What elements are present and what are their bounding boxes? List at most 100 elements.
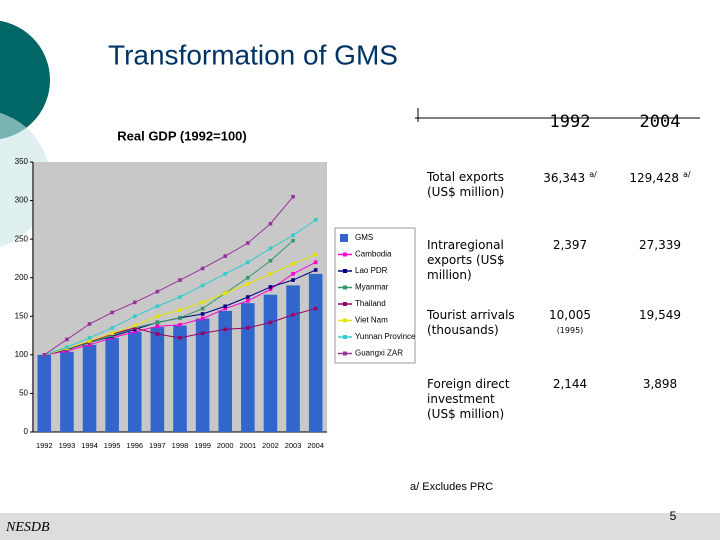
point xyxy=(110,310,114,315)
bar xyxy=(286,285,300,432)
bar xyxy=(37,354,52,432)
legend-label: Myanmar xyxy=(355,283,389,292)
point xyxy=(200,300,205,305)
point xyxy=(291,312,295,317)
point xyxy=(313,306,318,311)
x-tick-label: 2000 xyxy=(217,441,234,450)
point xyxy=(313,268,318,272)
bar xyxy=(82,344,97,432)
point xyxy=(132,300,137,305)
point xyxy=(268,287,273,292)
point xyxy=(65,337,69,342)
row-label: Foreign direct investment (US$ million) xyxy=(427,377,510,421)
point xyxy=(132,323,137,328)
point xyxy=(200,266,205,271)
point xyxy=(132,326,137,330)
point xyxy=(246,282,250,286)
x-tick-label: 1994 xyxy=(81,441,98,450)
x-tick-label: 2003 xyxy=(285,441,302,450)
point xyxy=(291,233,295,238)
cell-value: 3,898 xyxy=(642,377,678,391)
table-cell: 3,898 xyxy=(615,377,705,391)
x-tick-label: 1996 xyxy=(126,441,143,450)
y-tick-label: 0 xyxy=(24,427,29,436)
point xyxy=(200,283,205,288)
point xyxy=(155,289,160,294)
cell-value: 10,005 xyxy=(549,308,591,322)
y-tick-label: 250 xyxy=(15,234,29,243)
table-cell: 10,005 (1995) xyxy=(525,308,615,335)
table-cell: 36,343 a/ xyxy=(525,170,615,185)
slide-title: Transformation of GMS xyxy=(108,39,398,70)
cell-value: 36,343 xyxy=(543,171,586,185)
point xyxy=(223,327,228,332)
point xyxy=(178,278,182,282)
point xyxy=(246,241,250,245)
series-line xyxy=(44,240,294,356)
point xyxy=(291,278,295,282)
legend-label: Lao PDR xyxy=(355,266,388,275)
point xyxy=(178,316,182,320)
bar xyxy=(241,303,255,432)
point xyxy=(110,331,114,336)
y-tick-label: 50 xyxy=(19,389,28,398)
point xyxy=(87,343,92,347)
point xyxy=(268,246,273,251)
point xyxy=(223,254,228,258)
table-cell: 129,428 a/ xyxy=(615,170,705,185)
y-tick-label: 100 xyxy=(15,350,29,359)
legend-label: Yunnan Province xyxy=(355,332,416,341)
bar xyxy=(173,325,187,432)
bar xyxy=(218,310,233,432)
legend-swatch xyxy=(340,234,348,242)
point xyxy=(223,291,228,295)
point xyxy=(155,320,160,325)
chart-title: Real GDP (1992=100) xyxy=(117,128,246,143)
point xyxy=(313,218,318,222)
point xyxy=(268,320,273,325)
point xyxy=(268,272,273,276)
point xyxy=(291,272,295,276)
cell-note: a/ xyxy=(589,170,597,179)
bar xyxy=(195,318,210,432)
footnote: a/ Excludes PRC xyxy=(410,481,493,493)
legend-swatch xyxy=(343,302,347,306)
bar xyxy=(150,327,165,432)
point xyxy=(313,260,318,265)
point xyxy=(268,221,273,226)
point xyxy=(313,252,318,257)
table-cell: 2,397 xyxy=(525,238,615,252)
point xyxy=(178,322,182,327)
point xyxy=(223,306,228,311)
legend-swatch xyxy=(343,318,347,323)
bar xyxy=(308,273,323,432)
cell-note: (1995) xyxy=(556,326,584,335)
point xyxy=(87,336,92,340)
table-cell: 19,549 xyxy=(615,308,705,322)
legend-swatch xyxy=(343,285,347,290)
legend-label: Cambodia xyxy=(355,250,392,259)
cell-value: 2,397 xyxy=(552,238,588,252)
point xyxy=(246,326,250,330)
decor-circle xyxy=(0,20,50,140)
page-number: 5 xyxy=(670,509,677,523)
x-tick-label: 2004 xyxy=(307,441,324,450)
point xyxy=(268,285,273,289)
point xyxy=(155,324,160,329)
y-tick-label: 350 xyxy=(15,157,29,166)
y-tick-label: 200 xyxy=(15,273,29,282)
cell-note: a/ xyxy=(683,170,691,179)
point xyxy=(178,295,182,299)
x-tick-label: 1999 xyxy=(194,441,211,450)
point xyxy=(132,329,137,334)
point xyxy=(223,272,228,276)
bar xyxy=(263,294,278,432)
x-tick-label: 1993 xyxy=(59,441,76,450)
point xyxy=(155,332,160,336)
cell-value: 27,339 xyxy=(639,238,681,252)
point xyxy=(200,312,205,316)
point xyxy=(42,353,47,357)
point xyxy=(291,194,295,199)
